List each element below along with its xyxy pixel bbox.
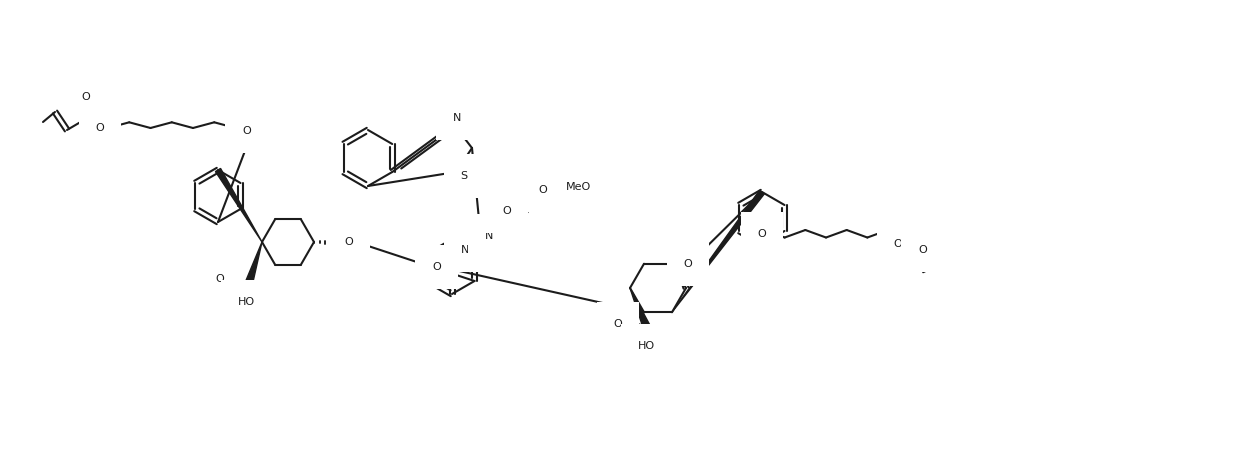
- Text: N: N: [453, 113, 461, 123]
- Text: N: N: [461, 245, 469, 255]
- Text: HO: HO: [237, 297, 255, 307]
- Polygon shape: [216, 169, 262, 242]
- Text: O: O: [216, 274, 223, 284]
- Polygon shape: [245, 242, 262, 287]
- Text: O: O: [345, 237, 354, 247]
- Text: O: O: [538, 185, 547, 195]
- Text: O: O: [95, 123, 104, 133]
- Text: N: N: [484, 231, 493, 241]
- Text: O: O: [432, 262, 441, 272]
- Text: O: O: [919, 245, 926, 255]
- Text: MeO: MeO: [566, 182, 591, 192]
- Text: O: O: [503, 206, 512, 216]
- Text: HO: HO: [638, 341, 655, 351]
- Text: O: O: [82, 92, 90, 102]
- Text: O: O: [242, 126, 251, 136]
- Polygon shape: [671, 190, 764, 312]
- Text: S: S: [461, 171, 468, 181]
- Polygon shape: [630, 288, 651, 332]
- Text: O: O: [894, 239, 902, 249]
- Text: O: O: [614, 319, 622, 329]
- Text: O: O: [684, 259, 693, 269]
- Text: O: O: [758, 229, 767, 239]
